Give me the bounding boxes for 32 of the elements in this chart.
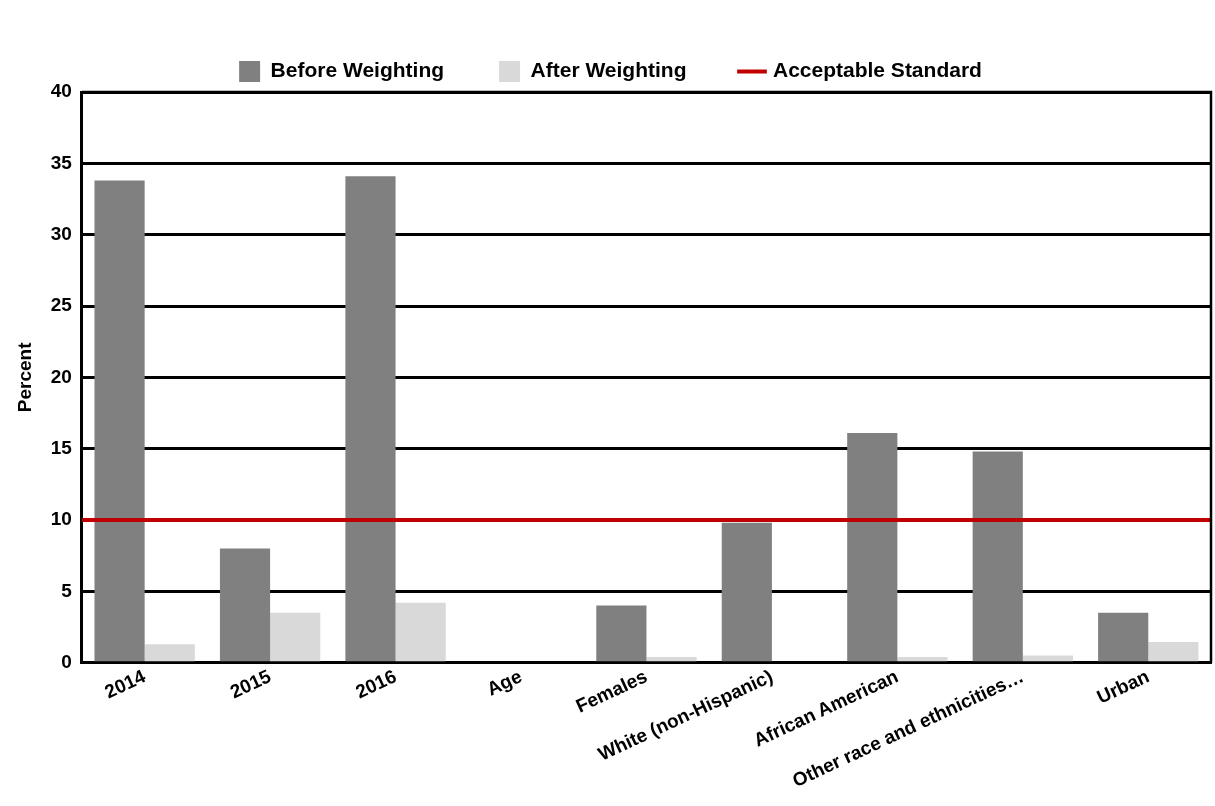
x-tick-label: Age <box>483 665 525 700</box>
x-tick-label: 2016 <box>352 665 400 703</box>
y-axis-title: Percent <box>13 341 35 413</box>
bar <box>596 605 647 662</box>
bar <box>144 644 195 662</box>
bar <box>270 612 321 662</box>
bar <box>646 656 697 662</box>
y-tick-label: 20 <box>50 365 72 387</box>
bar <box>345 176 396 662</box>
y-tick-label: 0 <box>61 650 72 672</box>
legend-label: After Weighting <box>530 58 687 82</box>
bar <box>721 522 772 662</box>
legend-label: Before Weighting <box>270 58 445 82</box>
bar <box>897 656 948 662</box>
bar <box>1148 642 1199 662</box>
bar <box>219 548 271 662</box>
y-tick-label: 40 <box>50 80 72 102</box>
bar <box>94 180 145 662</box>
x-tick-label: 2015 <box>226 665 275 703</box>
bar <box>972 451 1023 662</box>
y-tick-label: 25 <box>50 294 73 316</box>
y-tick-label: 30 <box>50 222 72 244</box>
y-tick-label: 10 <box>50 508 72 530</box>
bar <box>395 602 446 662</box>
y-tick-label: 5 <box>61 579 73 601</box>
x-tick-label: Urban <box>1093 665 1153 708</box>
y-tick-label: 35 <box>50 151 73 173</box>
bar <box>1098 612 1149 662</box>
x-tick-label: 2014 <box>101 665 149 703</box>
legend-label: Acceptable Standard <box>772 58 982 82</box>
bar <box>847 432 898 662</box>
y-tick-label: 15 <box>50 436 73 458</box>
